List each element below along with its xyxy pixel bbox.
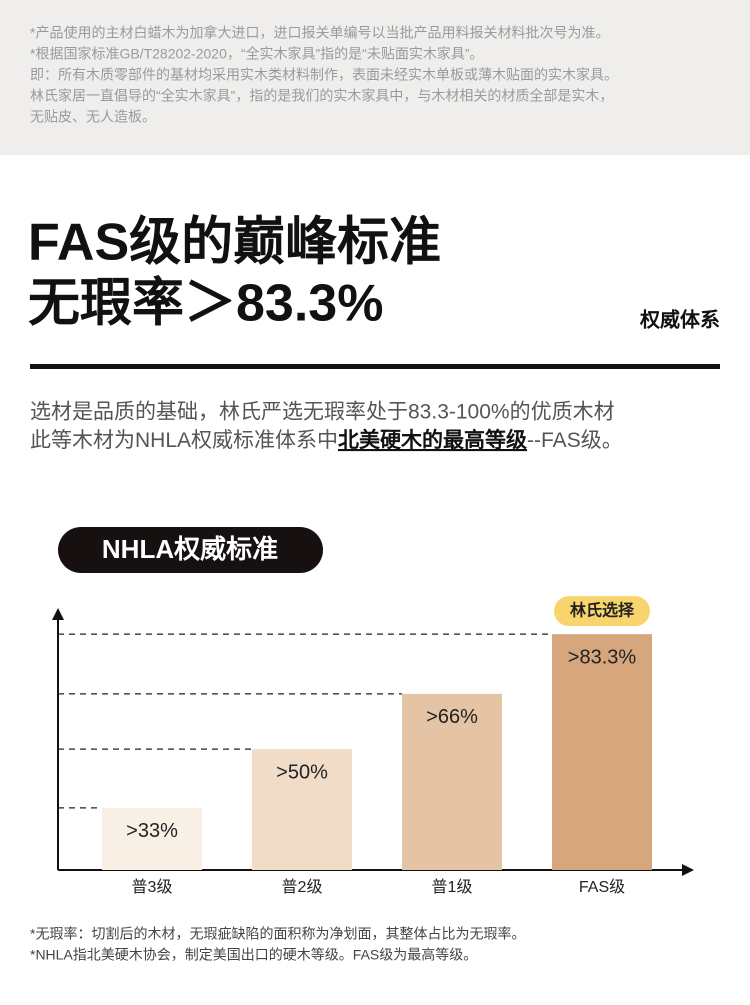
y-axis-arrow: [52, 608, 64, 620]
note: *根据国家标准GB/T28202-2020，“全实木家具”指的是“未贴面实木家具…: [30, 46, 484, 62]
value-label: >83.3%: [568, 646, 637, 668]
footnote: *NHLA指北美硬木协会，制定美国出口的硬木等级。FAS级为最高等级。: [30, 947, 477, 963]
intro-bold: 北美硬木的最高等级: [338, 428, 527, 452]
bar: [252, 749, 352, 870]
note: 无贴皮、无人造板。: [30, 109, 156, 125]
bar: [552, 634, 652, 870]
x-tick-label: 普1级: [432, 878, 473, 896]
x-axis-arrow: [682, 864, 694, 876]
note: 即：所有木质零部件的基材均采用实木类材料制作，表面未经实木单板或薄木贴面的实木家…: [30, 67, 618, 83]
value-label: >66%: [426, 706, 478, 728]
x-tick-label: FAS级: [579, 878, 625, 896]
bar: [402, 693, 502, 870]
intro: 选材是品质的基础，林氏严选无瑕率处于83.3-100%的优质木材: [30, 401, 615, 424]
headline-tag: 权威体系: [639, 307, 720, 331]
value-label: >50%: [276, 761, 328, 783]
value-label: >33%: [126, 820, 178, 842]
divider: [30, 364, 720, 369]
intro-text: --FAS级。: [527, 429, 623, 452]
footnote: *无瑕率：切割后的木材，无瑕疵缺陷的面积称为净划面，其整体占比为无瑕率。: [30, 926, 525, 942]
annotation: 林氏选择: [570, 600, 635, 619]
bar: [102, 807, 202, 870]
annotation-badge: [554, 596, 650, 627]
headline: 无瑕率＞83.3%: [28, 275, 383, 333]
chart: >33% 普3级 >50% 普2级 >66% 普1级 >83.3% FAS级 林氏选择: [52, 596, 694, 896]
notes-band: [0, 0, 750, 155]
note: 林氏家居一直倡导的“全实木家具”，指的是我们的实木家具中，与木材相关的材质全部是…: [30, 88, 613, 104]
x-tick-label: 普3级: [132, 878, 173, 896]
intro: 此等木材为NHLA权威标准体系中北美硬木的最高等级--FAS级。: [30, 428, 623, 452]
x-tick-label: 普2级: [282, 878, 323, 896]
headline: FAS级的巅峰标准: [28, 214, 441, 272]
intro-text: 此等木材为NHLA权威标准体系中: [30, 429, 338, 452]
chart-title-pill: [58, 527, 323, 573]
chart-title: NHLA权威标准: [102, 534, 278, 564]
note: *产品使用的主材白蜡木为加拿大进口，进口报关单编号以当批产品用料报关材料批次号为…: [30, 25, 609, 41]
